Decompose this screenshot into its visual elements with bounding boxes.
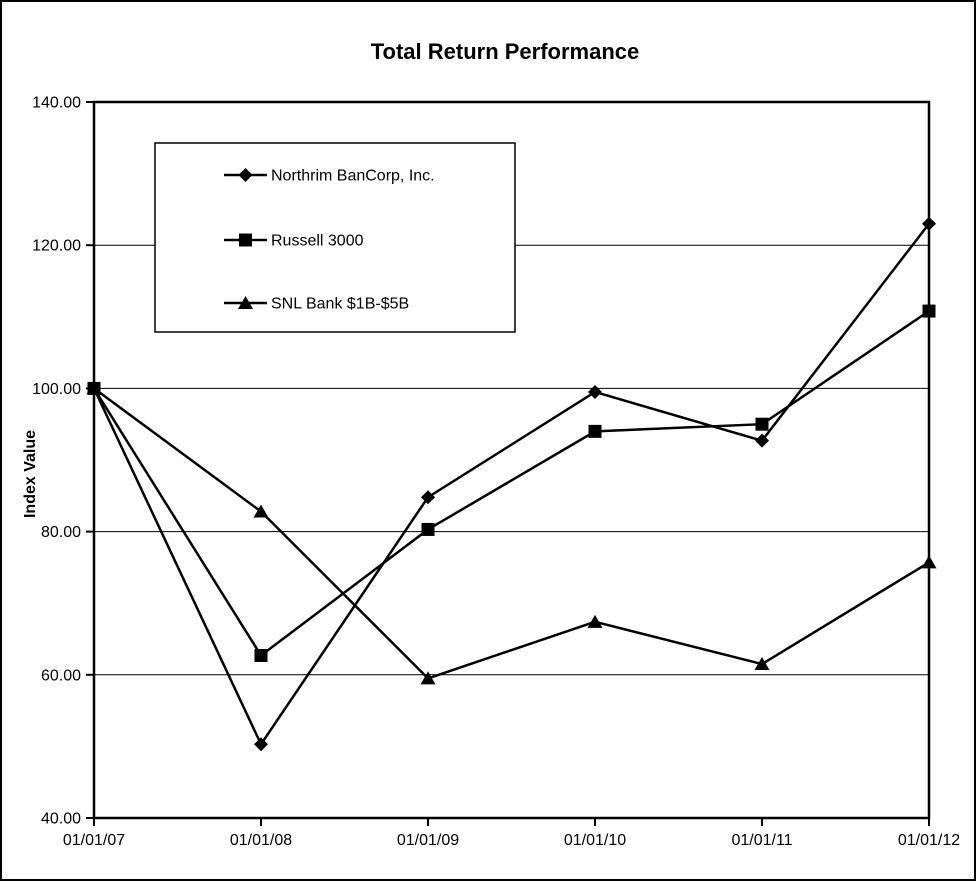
legend-label-snl-bank-1b-5b: SNL Bank $1B-$5B xyxy=(271,296,409,313)
y-axis-tick-label: 40.00 xyxy=(41,811,81,828)
data-point-northrim-bancorp-inc xyxy=(755,433,769,448)
legend-box xyxy=(154,142,516,333)
data-point-snl-bank-1b-5b xyxy=(921,555,937,569)
plot-border xyxy=(92,100,931,820)
data-point-northrim-bancorp-inc xyxy=(421,490,435,505)
data-point-snl-bank-1b-5b xyxy=(253,504,269,518)
x-axis-tick-label: 01/01/09 xyxy=(397,832,459,849)
series-line-russell-3000 xyxy=(92,310,930,658)
data-point-russell-3000 xyxy=(755,417,769,431)
data-point-snl-bank-1b-5b xyxy=(420,671,436,685)
legend-label-northrim-bancorp-inc: Northrim BanCorp, Inc. xyxy=(271,168,435,185)
series-line-snl-bank-1b-5b xyxy=(93,387,930,680)
y-axis-title: Index Value xyxy=(22,430,39,518)
data-point-russell-3000 xyxy=(922,304,936,318)
data-point-snl-bank-1b-5b xyxy=(754,657,770,671)
data-point-russell-3000 xyxy=(254,648,268,662)
legend-label-russell-3000: Russell 3000 xyxy=(271,233,364,250)
legend-marker-triangle xyxy=(238,296,253,309)
data-point-northrim-bancorp-inc xyxy=(254,737,268,752)
legend-marker-square xyxy=(239,233,252,247)
x-axis-tick-label: 01/01/12 xyxy=(898,832,960,849)
data-point-snl-bank-1b-5b xyxy=(86,381,102,395)
chart-title: Total Return Performance xyxy=(371,39,640,64)
y-axis-tick-label: 80.00 xyxy=(41,524,81,541)
x-axis-tick-label: 01/01/11 xyxy=(731,832,792,849)
y-axis-tick-label: 60.00 xyxy=(41,667,81,684)
data-point-northrim-bancorp-inc xyxy=(588,384,602,399)
data-point-russell-3000 xyxy=(588,424,602,438)
y-axis-tick-label: 120.00 xyxy=(32,238,81,255)
legend-marker-diamond xyxy=(238,168,253,182)
data-point-snl-bank-1b-5b xyxy=(587,614,603,628)
x-axis-tick-label: 01/01/10 xyxy=(564,832,626,849)
plot-area: 140.00 120.00 100.00 80.00 60.00 40.00 01/01/0… xyxy=(32,95,960,850)
data-point-northrim-bancorp-inc xyxy=(922,216,936,231)
x-axis-tick-label: 01/01/07 xyxy=(63,832,125,849)
x-axis-tick-label: 01/01/08 xyxy=(230,832,292,849)
y-axis-tick-label: 140.00 xyxy=(32,95,81,112)
y-axis-tick-label: 100.00 xyxy=(32,381,81,398)
data-point-russell-3000 xyxy=(421,522,435,536)
